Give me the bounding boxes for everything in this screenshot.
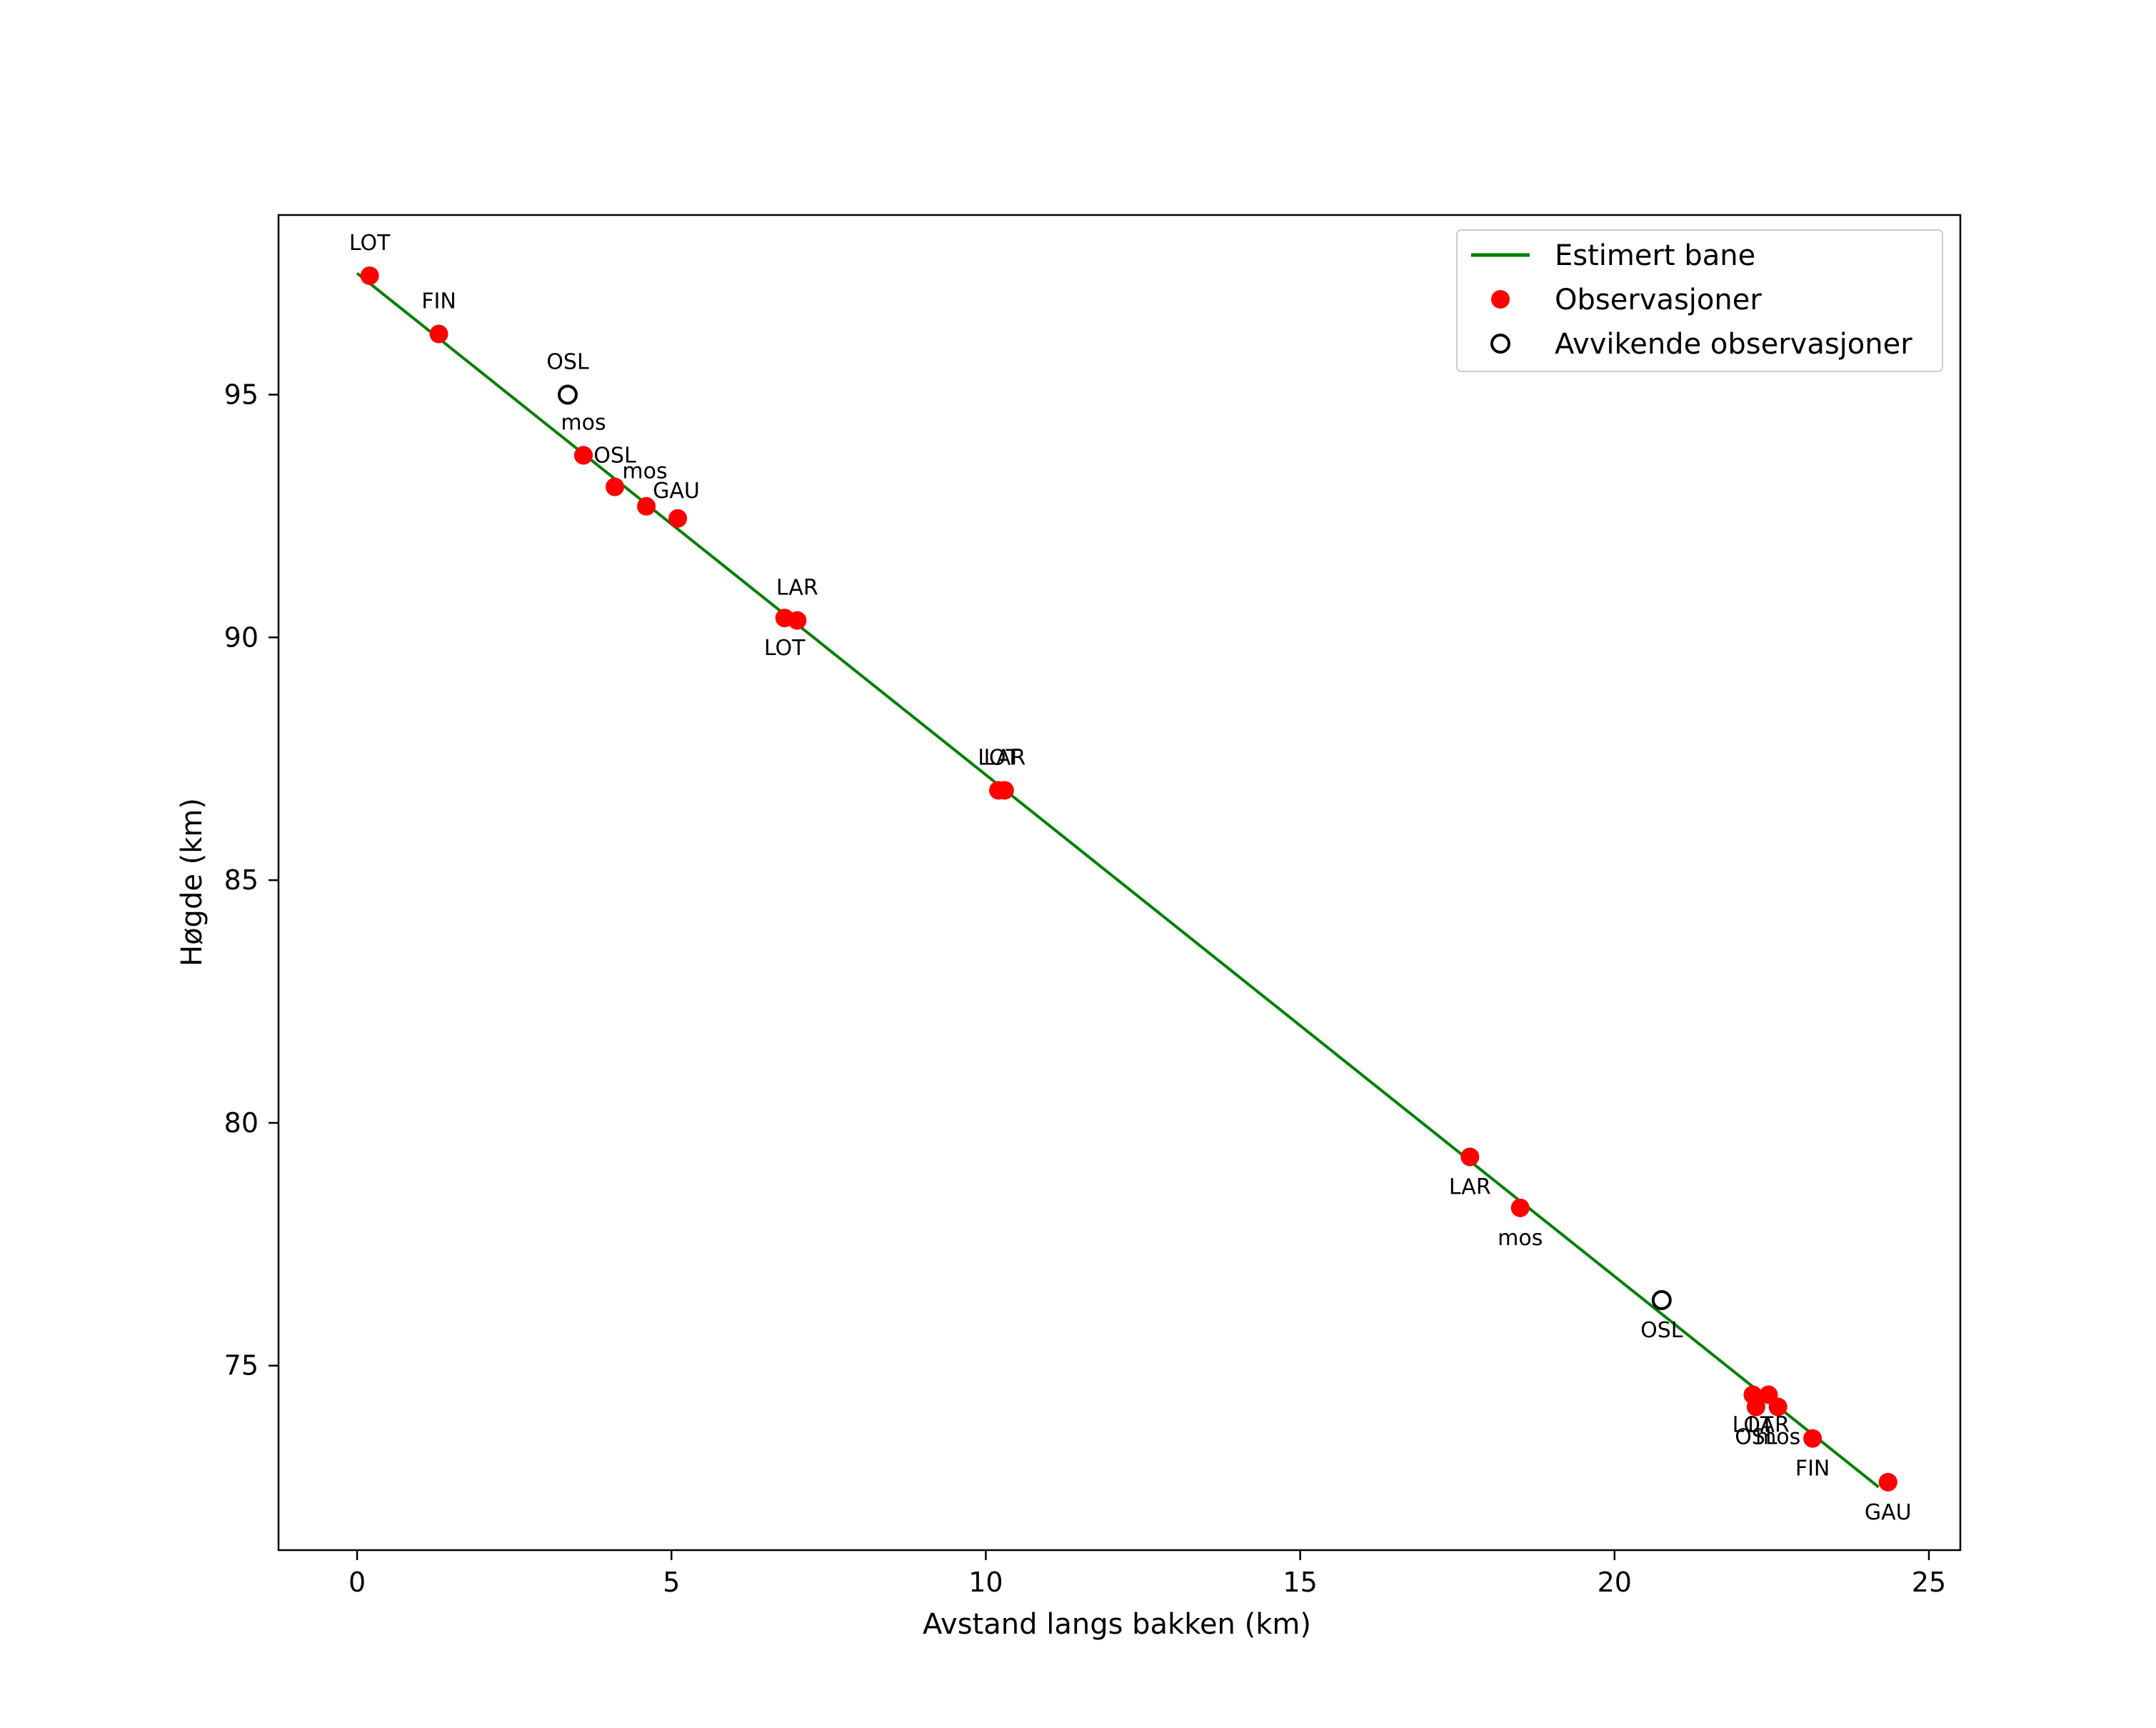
observation-label: LAR (1748, 1413, 1790, 1438)
observation-point (788, 611, 807, 630)
observation-point (668, 509, 688, 528)
observation-point (429, 324, 448, 344)
observation-point (637, 496, 656, 516)
outlier-point (557, 384, 578, 405)
x-tick-label: 5 (663, 1567, 680, 1598)
observation-label: mos (1755, 1425, 1800, 1450)
observation-point (360, 266, 379, 285)
plot-area: LOTFINmosOSLmosGAULOTLARLOTLARLARmosLOTO… (349, 231, 1912, 1525)
observation-label: mos (1498, 1226, 1543, 1251)
x-tick-label: 15 (1283, 1567, 1317, 1598)
observation-label: GAU (1865, 1500, 1912, 1525)
observation-label: GAU (653, 479, 700, 504)
y-tick-label: 95 (224, 379, 259, 410)
x-tick-label: 0 (349, 1567, 366, 1598)
y-tick-label: 90 (224, 621, 259, 653)
observation-point (1803, 1429, 1822, 1448)
observation-label: LOT (1733, 1413, 1774, 1438)
observation-point (995, 781, 1014, 800)
observation-label: LAR (1449, 1174, 1491, 1199)
observation-label: OSL (1735, 1425, 1778, 1450)
legend-label-line: Estimert bane (1555, 239, 1755, 272)
observation-label: mos (561, 410, 606, 435)
legend-outlier-swatch (1490, 334, 1510, 354)
observation-point (1746, 1397, 1765, 1417)
y-tick-label: 85 (224, 864, 259, 896)
legend-box (1456, 229, 1943, 372)
axes: 0 5 10 15 20 25 75 80 85 90 95 (224, 214, 1962, 1598)
observation-label: mos (622, 459, 667, 484)
y-tick-label: 75 (224, 1350, 259, 1382)
observation-label: FIN (1795, 1457, 1830, 1482)
observation-point (606, 477, 624, 496)
observation-label: FIN (421, 289, 456, 314)
observation-label: LOT (978, 745, 1019, 770)
observation-point (573, 446, 593, 465)
x-tick-label: 20 (1598, 1567, 1632, 1598)
y-tick-label: 80 (224, 1107, 259, 1139)
observation-point (1510, 1198, 1530, 1217)
observation-label: OSL (593, 443, 636, 468)
outlier-label: OSL (1640, 1318, 1683, 1343)
x-tick-label: 25 (1912, 1567, 1946, 1598)
observation-label: LOT (349, 231, 391, 256)
observation-label: LAR (983, 745, 1026, 770)
x-tick-label: 10 (968, 1567, 1003, 1598)
plot-frame (277, 214, 1962, 1552)
observation-label: LOT (764, 636, 806, 661)
outlier-point (1651, 1289, 1672, 1310)
legend: Estimert bane Observasjoner Avvikende ob… (1456, 229, 1943, 372)
legend-label-outliers: Avvikende observasjoner (1555, 328, 1912, 361)
legend-label-points: Observasjoner (1555, 284, 1762, 316)
estimated-path-line (356, 271, 1880, 1489)
observation-point (1768, 1397, 1788, 1417)
observation-label: LAR (776, 575, 818, 600)
legend-point-swatch (1491, 290, 1510, 309)
outlier-label: OSL (546, 349, 589, 374)
observation-point (1878, 1472, 1897, 1492)
x-axis-label: Avstand langs bakken (km) (923, 1608, 1311, 1641)
y-axis-label: Høgde (km) (176, 798, 209, 967)
observation-point (1460, 1147, 1480, 1167)
